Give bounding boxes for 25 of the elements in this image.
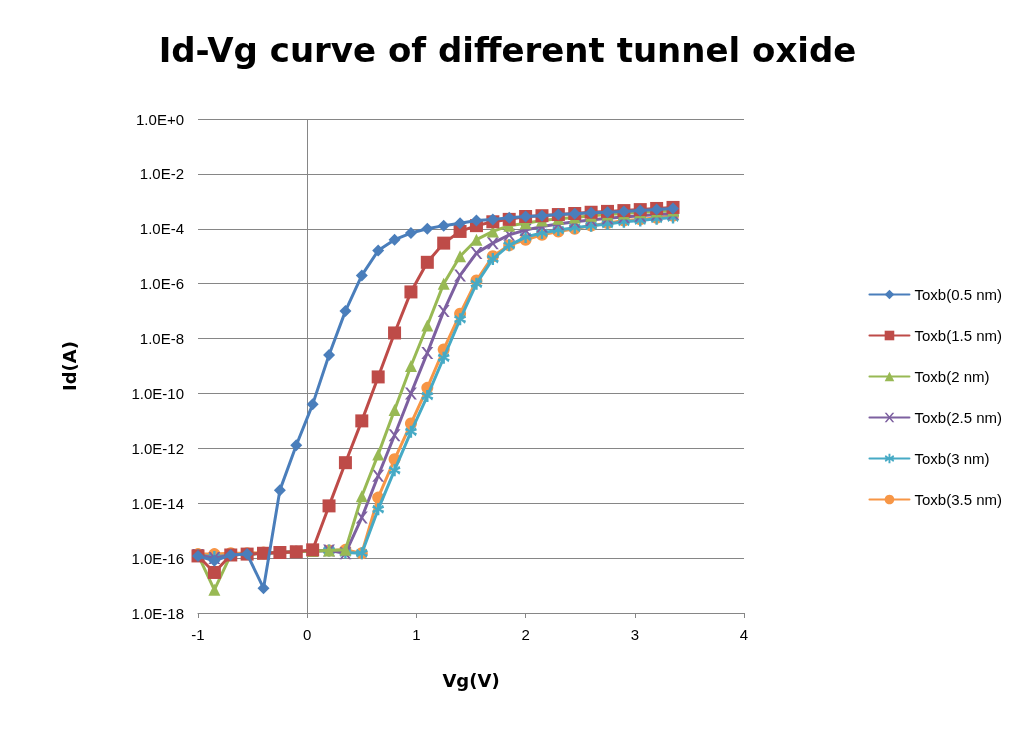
- x-tick-label: 4: [739, 626, 749, 643]
- x-tick-label: -1: [191, 626, 205, 643]
- y-tick-label: 1.0E-8: [139, 330, 184, 348]
- x-tick-label: 2: [521, 626, 530, 643]
- x-axis-title: Vg(V): [442, 669, 500, 691]
- y-tick-label: 1.0E-6: [139, 275, 184, 293]
- x-tick-label: 1: [412, 626, 421, 643]
- legend-label: Toxb(3 nm): [914, 450, 990, 467]
- legend-label: Toxb(2 nm): [914, 368, 990, 385]
- x-tick-label: 0: [303, 626, 312, 643]
- legend-label: Toxb(0.5 nm): [914, 286, 1003, 303]
- x-tick-label: 3: [630, 626, 639, 643]
- y-tick-label: 1.0E-16: [131, 549, 184, 567]
- legend-label: Toxb(3.5 nm): [914, 491, 1003, 508]
- y-tick-label: 1.0E-12: [131, 439, 184, 457]
- y-tick-label: 1.0E-14: [131, 494, 184, 512]
- y-tick-label: 1.0E+0: [136, 110, 184, 128]
- y-tick-label: 1.0E-18: [131, 604, 184, 622]
- y-tick-label: 1.0E-2: [139, 165, 184, 183]
- legend-label: Toxb(1.5 nm): [914, 327, 1003, 344]
- legend-label: Toxb(2.5 nm): [914, 409, 1003, 426]
- chart-title: Id-Vg curve of different tunnel oxide: [158, 30, 857, 70]
- y-tick-label: 1.0E-10: [131, 384, 184, 402]
- y-axis-title: Id(A): [58, 341, 80, 391]
- y-tick-label: 1.0E-4: [139, 220, 184, 238]
